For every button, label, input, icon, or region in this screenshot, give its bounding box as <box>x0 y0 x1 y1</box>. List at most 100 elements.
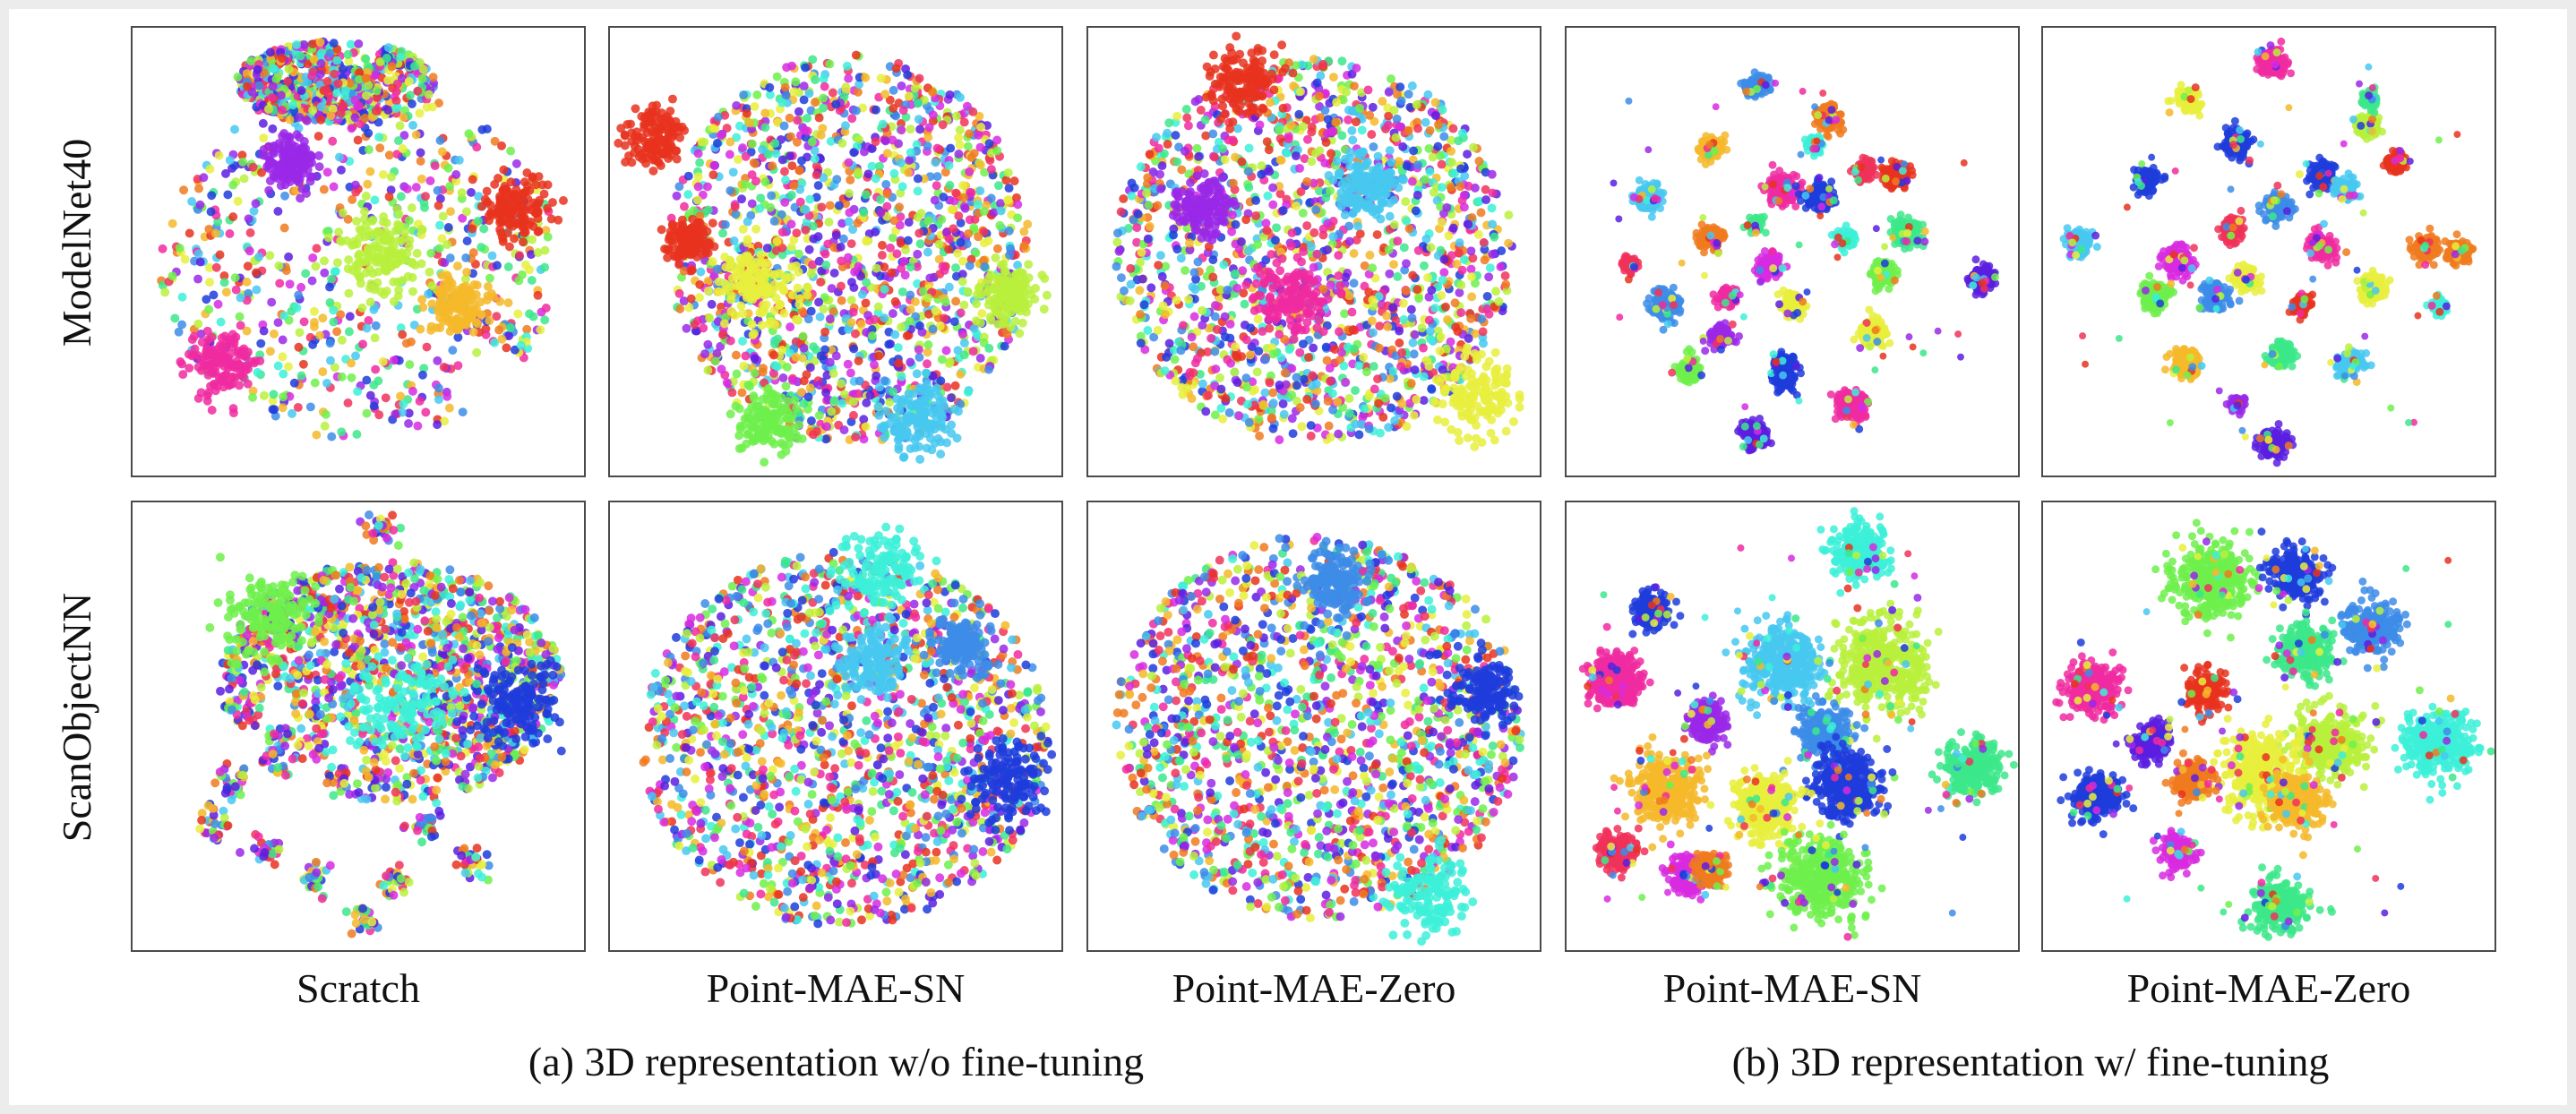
scatter-point <box>177 292 187 302</box>
scatter-point <box>779 167 789 176</box>
scatter-point <box>816 130 826 140</box>
scatter-point <box>394 285 404 295</box>
scatter-point <box>984 343 994 353</box>
scatter-point <box>893 343 903 353</box>
scatter-point <box>290 174 300 184</box>
scatter-point <box>999 292 1009 302</box>
scatter-point <box>483 291 493 301</box>
scatter-point <box>791 352 801 362</box>
scatter-point <box>739 361 749 371</box>
scatter-point <box>975 353 985 363</box>
scatter-point <box>393 136 403 146</box>
scatter-point <box>899 452 909 462</box>
scatter-point <box>348 194 357 204</box>
scatter-point <box>851 106 861 116</box>
scatter-point <box>901 112 911 122</box>
scatter-point <box>714 287 724 296</box>
scatter-point <box>326 111 336 121</box>
scatter-point <box>395 121 405 131</box>
scatter-point <box>244 214 253 224</box>
scatter-point <box>399 131 409 141</box>
scatter-point <box>435 296 445 306</box>
scatter-point <box>718 330 728 339</box>
scatter-point <box>743 217 752 227</box>
scatter-point <box>1181 266 1190 275</box>
scatter-point <box>924 309 933 319</box>
scatter-point <box>913 417 922 427</box>
scatter-point <box>813 181 823 191</box>
scatter-point <box>425 176 435 185</box>
scatter-point <box>641 111 651 121</box>
scatter-point <box>921 407 931 416</box>
scatter-point <box>971 316 981 326</box>
scatter-point <box>248 162 258 172</box>
scatter-point <box>316 48 326 58</box>
scatter-point <box>309 55 319 64</box>
scatter-point <box>323 233 333 243</box>
scatter-point <box>973 200 983 210</box>
scatter-point <box>275 278 285 288</box>
scatter-point <box>344 288 354 298</box>
scatter-point <box>194 184 203 193</box>
scatter-point <box>931 158 940 167</box>
scatter-point <box>979 207 989 216</box>
scatter-point <box>427 299 437 309</box>
scatter-point <box>693 172 703 182</box>
scatter-point <box>382 218 391 227</box>
scatter-point <box>716 131 726 141</box>
scatter-point <box>309 318 319 327</box>
scatter-point <box>930 400 940 410</box>
scatter-point <box>245 228 255 237</box>
scatter-point <box>725 263 734 273</box>
scatter-point <box>327 432 337 441</box>
scatter-point <box>679 201 689 211</box>
scatter-point <box>991 281 1000 291</box>
scatter-point <box>993 181 1003 191</box>
scatter-point <box>880 376 889 386</box>
scatter-point <box>710 356 720 366</box>
scatter-point <box>313 132 323 141</box>
scatter-point <box>369 241 379 251</box>
scatter-point <box>934 239 944 249</box>
scatter-point <box>782 63 792 73</box>
scatter-point <box>956 308 966 318</box>
scatter-point <box>959 117 969 127</box>
row-label-scanobjectnn: ScanObjectNN <box>50 492 104 943</box>
scatter-point <box>989 208 999 218</box>
scatter-point <box>735 264 745 274</box>
scatter-point <box>355 249 365 259</box>
scatter-point <box>854 80 864 90</box>
scatter-point <box>808 260 817 270</box>
scatter-point <box>265 47 275 57</box>
scatter-point <box>810 356 820 366</box>
row-label-modelnet40: ModelNet40 <box>50 17 104 468</box>
scatter-point <box>791 77 801 87</box>
scatter-point <box>355 74 364 84</box>
scatter-point <box>781 446 791 456</box>
scatter-point <box>806 416 816 425</box>
scatter-point <box>299 317 309 327</box>
scatter-point <box>533 290 543 300</box>
scatter-point <box>913 278 923 288</box>
scatter-point <box>504 242 514 252</box>
scatter-point <box>345 78 355 88</box>
scatter-point <box>878 424 888 433</box>
scatter-point <box>276 181 286 191</box>
scatter-point <box>219 271 229 280</box>
scatter-point <box>640 120 648 129</box>
scatter-point <box>391 409 400 419</box>
scatter-point <box>1013 261 1023 270</box>
scatter-point <box>846 318 856 328</box>
scatter-point <box>999 260 1009 270</box>
scatter-point <box>913 186 923 196</box>
scatter-point <box>944 282 954 292</box>
scatter-point <box>816 278 826 287</box>
scatter-point <box>417 370 427 380</box>
scatter-point <box>819 93 828 103</box>
scatter-point <box>398 407 407 417</box>
scatter-point <box>677 235 687 244</box>
scatter-point <box>950 404 959 414</box>
scatter-point <box>777 425 787 434</box>
scatter-point <box>897 263 906 273</box>
scatter-point <box>473 216 483 226</box>
